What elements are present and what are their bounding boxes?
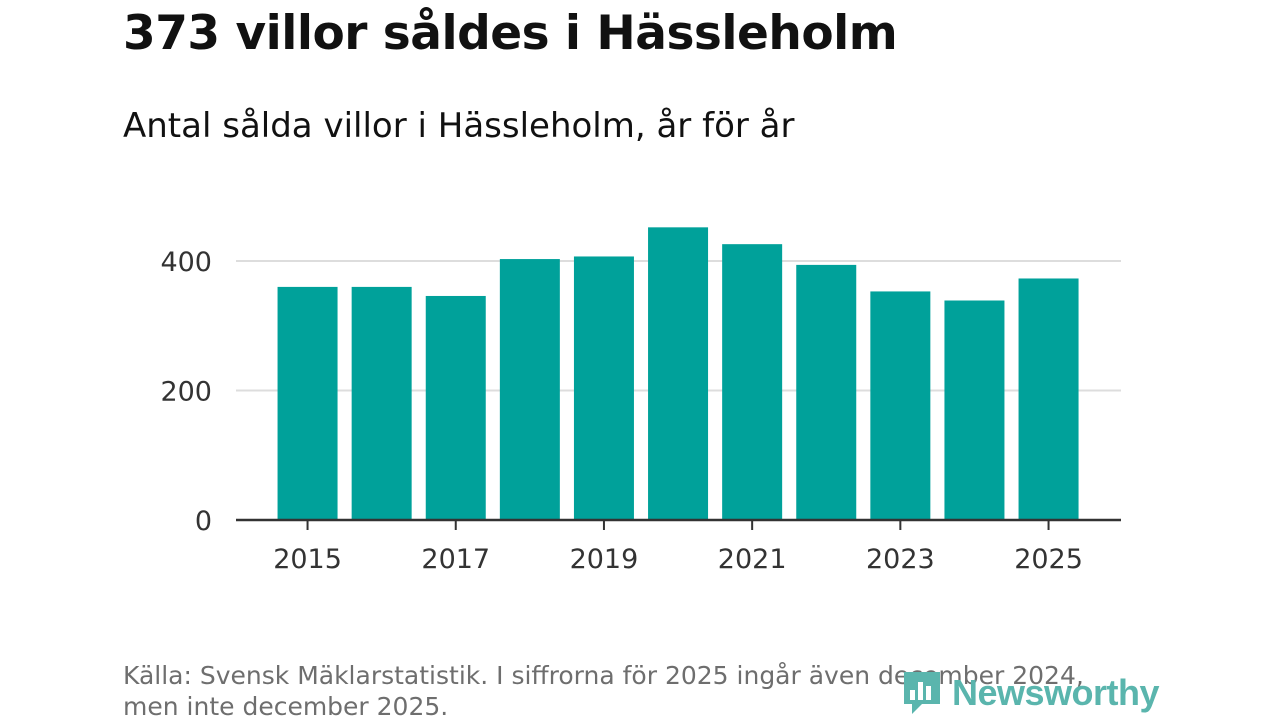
bar [426,296,486,520]
bar-chart-logo-icon [900,668,944,718]
x-tick-label: 2023 [866,544,935,575]
y-tick-label: 200 [160,377,212,408]
newsworthy-logo: Newsworthy [900,668,1159,718]
x-tick-label: 2021 [718,544,787,575]
y-tick-label: 400 [160,247,212,278]
bar [648,227,708,520]
bar [574,256,634,520]
x-tick-label: 2017 [421,544,490,575]
logo-text: Newsworthy [952,672,1159,714]
bar [1019,278,1079,520]
bar [722,244,782,520]
bar [500,259,560,520]
x-tick-label: 2019 [570,544,639,575]
x-tick-label: 2025 [1014,544,1083,575]
x-tick-label: 2015 [273,544,342,575]
y-tick-label: 0 [195,506,212,537]
bar [944,300,1004,520]
bar [352,287,412,520]
bar-chart: 0 200 400 2015 2017 2019 2021 2023 2025 [0,0,1280,640]
bar [870,291,930,520]
bar [796,265,856,520]
bar [278,287,338,520]
chart-page: 373 villor såldes i Hässleholm Antal sål… [0,0,1280,720]
